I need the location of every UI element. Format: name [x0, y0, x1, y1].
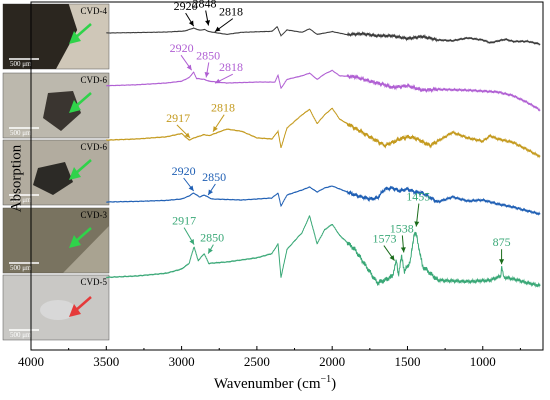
inset-label-3: CVD-6 — [81, 142, 108, 152]
x-tick-label-4000: 4000 — [18, 354, 44, 369]
peak-arrowhead-875 — [499, 259, 505, 265]
inset-arrow-5 — [74, 296, 92, 312]
x-tick-label-1500: 1500 — [394, 354, 420, 369]
peak-label-2848: 2848 — [192, 0, 216, 11]
peak-arrowhead-2848 — [205, 20, 211, 26]
y-axis-title: Absorption — [8, 144, 25, 213]
x-axis-title: Wavenumber (cm−1) — [0, 374, 550, 393]
x-tick-label-1000: 1000 — [470, 354, 496, 369]
peak-label-2920: 2920 — [170, 41, 194, 55]
inset-micrograph-3: CVD-6 500 μm — [2, 139, 110, 206]
peak-label-2818: 2818 — [211, 101, 235, 115]
peak-label-2920: 2920 — [174, 0, 198, 13]
peak-arrowhead-2818 — [214, 78, 221, 84]
inset-arrow-2 — [74, 92, 92, 108]
inset-label-4: CVD-3 — [81, 210, 108, 220]
peak-arrowhead-1538 — [400, 247, 406, 253]
peak-label-2850: 2850 — [196, 48, 220, 62]
peak-label-2850: 2850 — [200, 231, 224, 245]
series-line-3 — [106, 107, 541, 159]
peak-arrowhead-2920 — [188, 20, 194, 27]
inset-arrowhead-4 — [69, 235, 81, 248]
inset-arrowhead-2 — [69, 100, 81, 113]
x-tick-label-2500: 2500 — [244, 354, 270, 369]
inset-scale-label-3: 500 μm — [10, 196, 32, 204]
peak-label-2818: 2818 — [219, 5, 243, 19]
peak-label-1455: 1455 — [406, 190, 430, 204]
peak-label-1573: 1573 — [372, 232, 396, 246]
inset-micrograph-1: CVD-4 500 μm — [2, 3, 110, 70]
x-axis-title-main: Wavenumber (cm — [213, 376, 321, 392]
series-line-4 — [106, 185, 541, 216]
x-axis-title-exponent: −1 — [320, 374, 332, 385]
inset-arrowhead-1 — [69, 31, 81, 44]
inset-micrograph-2: CVD-6 500 μm — [2, 72, 110, 139]
x-axis-title-close: ) — [331, 376, 337, 392]
peak-label-2818: 2818 — [219, 60, 243, 74]
inset-label-1: CVD-4 — [81, 6, 108, 16]
inset-scale-label-5: 500 μm — [10, 331, 32, 339]
peak-label-2920: 2920 — [172, 164, 196, 178]
inset-scale-label-1: 500 μm — [10, 60, 32, 68]
peak-arrowhead-2917 — [184, 132, 191, 138]
peak-label-2917: 2917 — [166, 111, 190, 125]
peak-arrowhead-1573 — [389, 255, 395, 261]
peak-arrowhead-2850 — [208, 248, 213, 254]
inset-label-5: CVD-5 — [81, 277, 108, 287]
peak-arrowhead-2818 — [212, 126, 218, 132]
peak-label-2917: 2917 — [172, 214, 196, 228]
peak-arrowhead-2920 — [186, 64, 192, 71]
peak-arrowhead-2850 — [208, 189, 214, 195]
inset-arrow-3 — [74, 159, 92, 175]
series-line-5 — [105, 215, 541, 288]
plot-frame — [30, 1, 544, 351]
x-tick-label-2000: 2000 — [319, 354, 345, 369]
peak-arrowhead-2850 — [204, 72, 210, 78]
inset-arrowhead-3 — [69, 167, 81, 180]
series-line-1 — [106, 25, 541, 46]
peak-label-2850: 2850 — [202, 170, 226, 184]
inset-scale-label-4: 500 μm — [10, 264, 32, 272]
inset-arrow-1 — [74, 23, 92, 39]
series-line-2 — [106, 69, 541, 112]
inset-scale-label-2: 500 μm — [10, 129, 32, 137]
peak-label-1538: 1538 — [390, 221, 414, 235]
inset-arrow-4 — [74, 227, 92, 243]
peak-arrowhead-2920 — [188, 185, 194, 191]
x-tick-label-3000: 3000 — [169, 354, 195, 369]
inset-label-2: CVD-6 — [81, 75, 108, 85]
x-tick-label-3500: 3500 — [93, 354, 119, 369]
peak-arrowhead-1455 — [414, 221, 420, 227]
inset-micrograph-5: CVD-5 500 μm — [2, 274, 110, 341]
peak-arrowhead-2917 — [189, 239, 195, 245]
peak-label-875: 875 — [493, 235, 511, 249]
peak-arrowhead-2818 — [214, 26, 221, 32]
inset-arrowhead-5 — [69, 304, 81, 317]
inset-micrograph-4: CVD-3 500 μm — [2, 207, 110, 274]
